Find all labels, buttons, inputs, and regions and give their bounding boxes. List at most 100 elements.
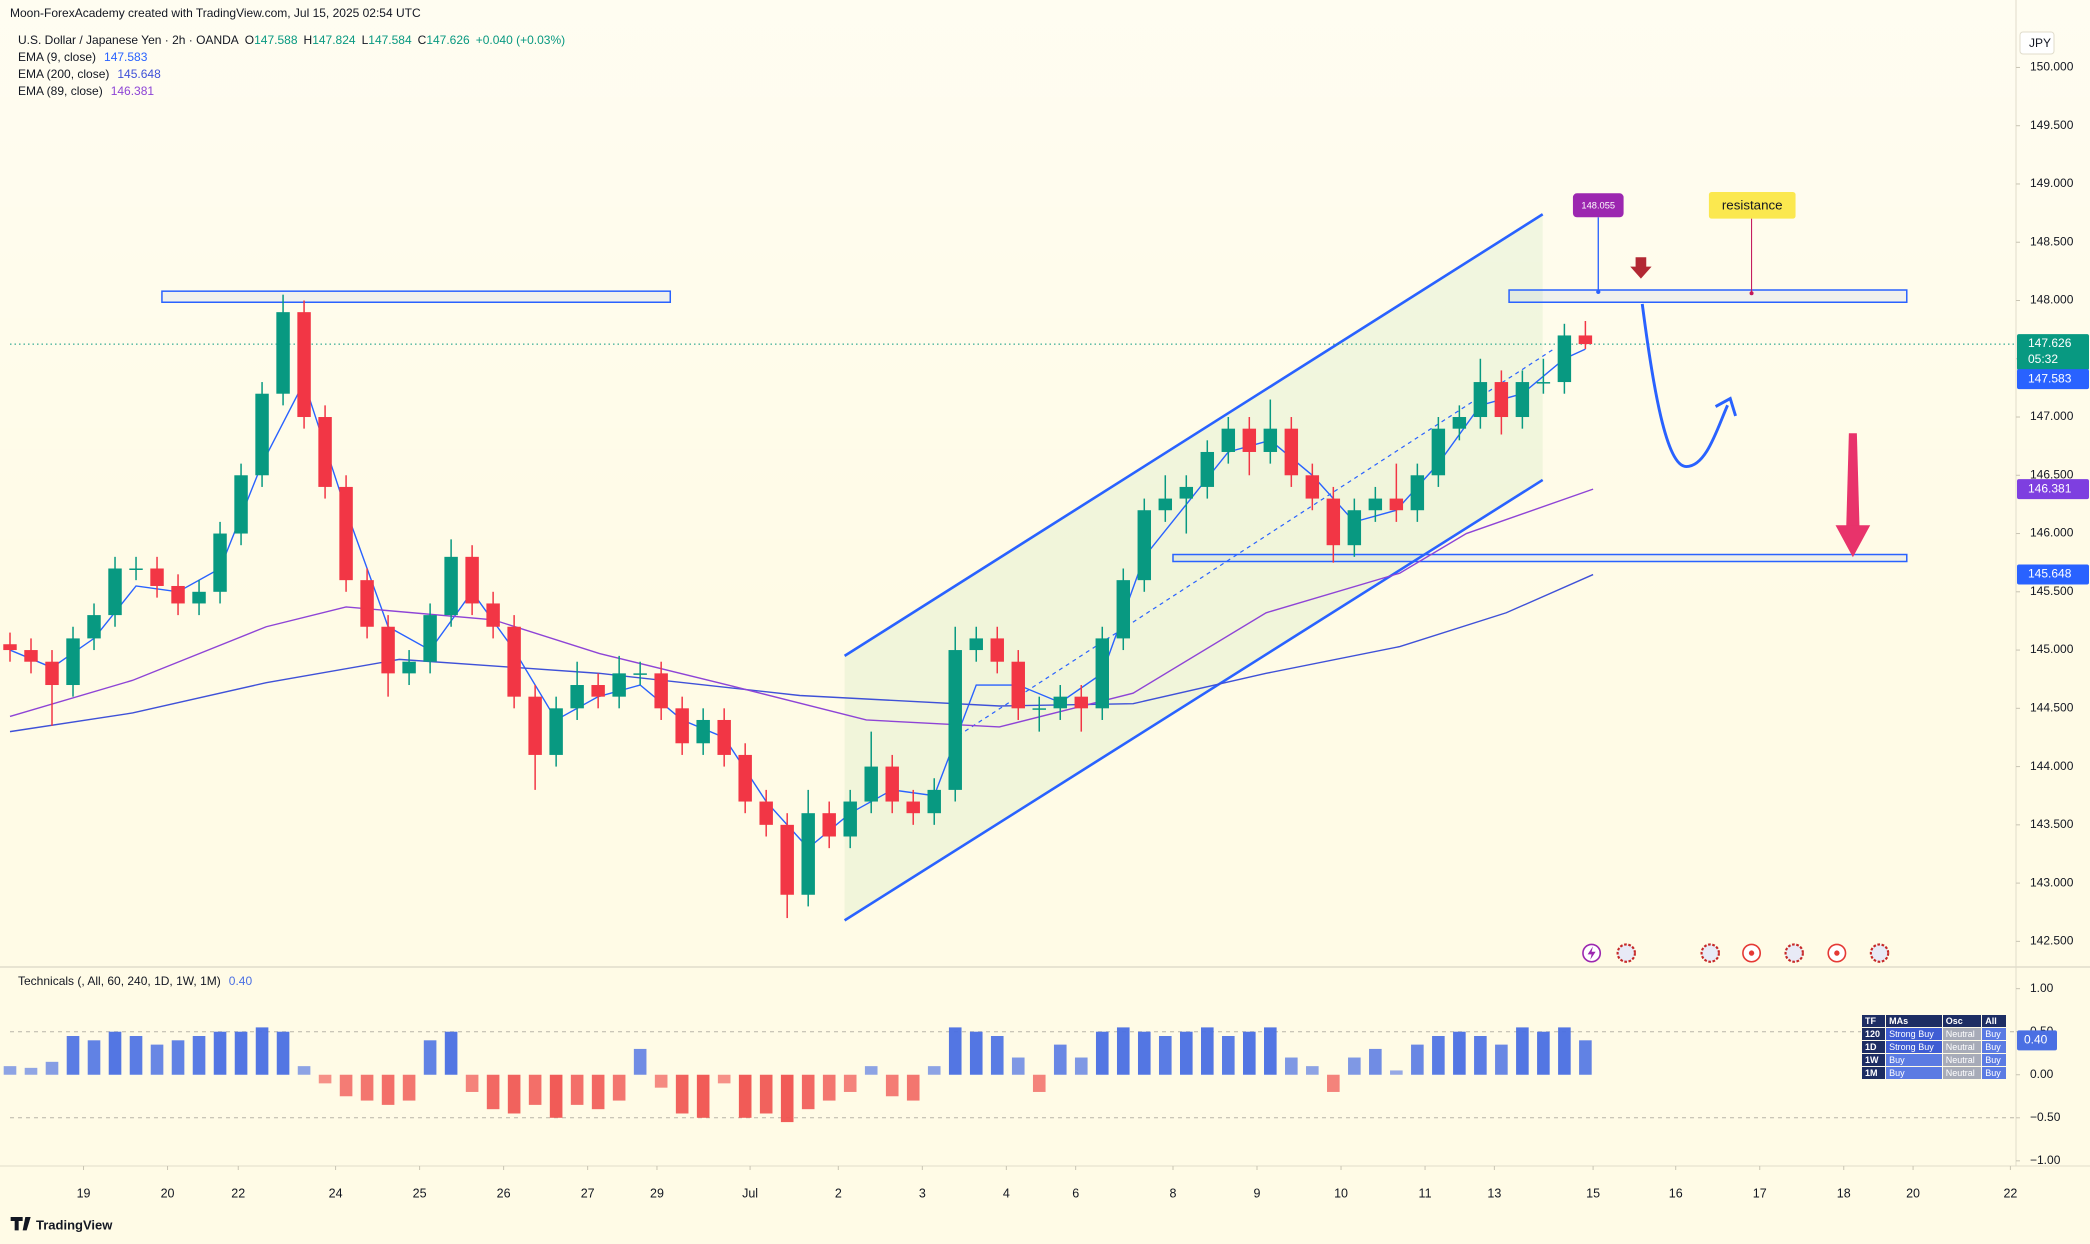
technicals-bar [339, 1074, 353, 1097]
technicals-bar [507, 1074, 521, 1114]
candle-body [1389, 498, 1404, 511]
technicals-bar [1306, 1066, 1319, 1075]
currency-box [2019, 31, 2055, 55]
symbol: U.S. Dollar / Japanese Yen · 2h · OANDA [18, 33, 239, 47]
technicals-bar [3, 1066, 17, 1075]
technicals-bar [1495, 1044, 1508, 1075]
tradingview-logo [10, 1217, 31, 1231]
candle-body [1515, 382, 1530, 418]
candle-body [486, 603, 500, 627]
x-tick-label: 11 [1419, 1186, 1432, 1200]
drawings: 148.055 resistance [10, 191, 1890, 1231]
candle-body [759, 801, 773, 825]
last-price-tag: 05:32 [2028, 352, 2058, 366]
y-tick-label: 142.500 [2030, 934, 2074, 948]
x-tick-label: Jul [742, 1186, 758, 1200]
technicals-bar [927, 1066, 941, 1075]
y-tick-label: 0.00 [2030, 1067, 2054, 1081]
table-cell: 120 [1860, 1027, 1887, 1041]
candle-body [528, 696, 542, 755]
table-cell: Buy [1981, 1066, 2007, 1080]
ohlc-value: 147.824 [312, 33, 356, 47]
technicals-tag: 0.40 [2024, 1032, 2048, 1046]
symbol-legend: U.S. Dollar / Japanese Yen · 2h · OANDA O… [18, 33, 565, 47]
candle-body [612, 673, 626, 697]
technicals-bar [1053, 1044, 1067, 1075]
candle-body [150, 568, 164, 586]
indicator-name: EMA (89, close) [18, 84, 103, 98]
candle-body [87, 615, 101, 639]
candle-body [1557, 335, 1572, 383]
y-tick-label: 145.000 [2030, 642, 2074, 656]
technicals-bar [255, 1027, 269, 1075]
credit: Moon-ForexAcademy created with TradingVi… [10, 6, 421, 20]
y-tick-label: 143.500 [2030, 817, 2074, 831]
table-cell: Buy [1981, 1027, 2007, 1041]
technicals-bar [1095, 1031, 1109, 1075]
technicals-bar [108, 1031, 122, 1075]
event-icon-target-dot [1748, 950, 1755, 956]
x-tick-label: 20 [1906, 1186, 1920, 1200]
technicals-bar [612, 1074, 626, 1101]
technicals-bar [948, 1027, 962, 1075]
x-tick-label: 22 [2003, 1186, 2017, 1200]
candle-body [108, 568, 122, 616]
y-tick-label: 150.000 [2030, 60, 2074, 74]
candle-body [1011, 661, 1025, 709]
indicator-tag: 145.648 [2028, 567, 2072, 581]
table-cell: Neutral [1941, 1027, 1983, 1041]
price-zone [1172, 553, 1908, 563]
technicals-bar [1516, 1027, 1529, 1075]
x-tick-label: 20 [161, 1186, 175, 1200]
last-price-tag: 147.626 [2028, 336, 2072, 350]
indicator-tag: 146.381 [2028, 481, 2072, 495]
table-cell: Buy [1981, 1040, 2007, 1054]
table-cell: Strong Buy [1885, 1040, 1943, 1054]
ohlc-value: 147.626 [426, 33, 470, 47]
candle-body [570, 685, 584, 709]
x-tick-label: 6 [1072, 1186, 1079, 1200]
technicals-bar [696, 1074, 710, 1118]
technicals-bar [654, 1074, 668, 1088]
technicals-bar [129, 1036, 143, 1075]
table-row: 1M Buy Neutral Buy [1860, 1066, 2007, 1080]
ohlc-value: 147.584 [368, 33, 412, 47]
technicals-legend: Technicals (, All, 60, 240, 1D, 1W, 1M) 0… [18, 974, 252, 988]
technicals-bar [1537, 1031, 1550, 1075]
indicator-name: EMA (200, close) [18, 67, 109, 81]
candle-body [1431, 428, 1446, 476]
down-arrow-head [1835, 525, 1871, 558]
candle-body [675, 708, 689, 744]
table-cell: Neutral [1941, 1066, 1983, 1080]
event-icon-flag [1869, 943, 1890, 963]
technicals-bar [1074, 1057, 1088, 1075]
technicals-bar [1222, 1036, 1235, 1075]
down-arrow-shaft [1846, 433, 1860, 528]
y-tick-label: 149.500 [2030, 118, 2074, 132]
price-zone [161, 290, 672, 303]
resistance-callout-box [1708, 191, 1796, 219]
candle-body [1137, 510, 1152, 581]
technicals-bar [969, 1031, 983, 1075]
x-tick-label: 26 [497, 1186, 511, 1200]
candle-body [549, 708, 563, 755]
callout-dot [1596, 289, 1601, 295]
x-tick-label: 18 [1837, 1186, 1851, 1200]
x-tick-label: 25 [413, 1186, 427, 1200]
candle-body [738, 754, 752, 802]
technicals-bar [1264, 1027, 1277, 1075]
technicals-bar [87, 1040, 101, 1075]
technicals-bar [402, 1074, 416, 1101]
candle-body [423, 615, 437, 662]
technicals-bar [1243, 1031, 1256, 1075]
x-tick-label: 8 [1170, 1186, 1177, 1200]
candle-body [1200, 451, 1215, 487]
technicals-bar [864, 1066, 878, 1075]
technicals-bar [528, 1074, 542, 1105]
y-tick-label: 146.000 [2030, 526, 2074, 540]
technicals-bar [66, 1036, 80, 1075]
candle-body [402, 661, 416, 674]
technicals-bar [213, 1031, 227, 1075]
candle-body [843, 801, 857, 837]
y-tick-label: 143.000 [2030, 875, 2074, 889]
